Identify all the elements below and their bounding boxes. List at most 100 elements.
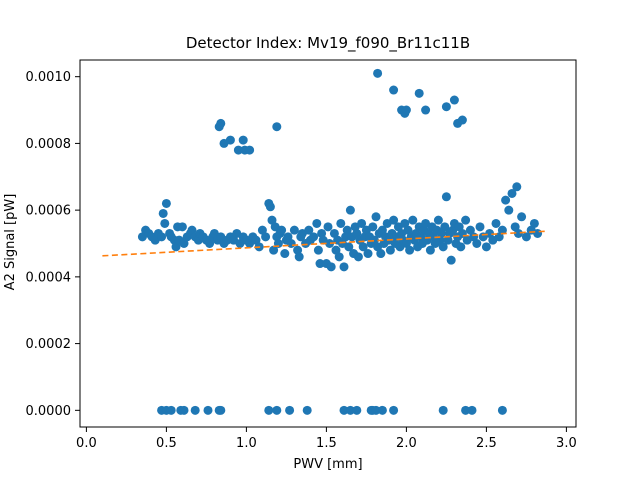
data-point <box>179 405 189 415</box>
data-point <box>294 252 304 262</box>
data-point <box>369 235 379 245</box>
data-point <box>302 405 312 415</box>
data-point <box>283 232 293 242</box>
data-point <box>257 225 267 235</box>
data-point <box>517 212 527 222</box>
data-point <box>449 95 459 105</box>
data-point <box>507 188 517 198</box>
data-point <box>352 228 362 238</box>
data-point <box>238 135 248 145</box>
data-point <box>438 405 448 415</box>
data-point <box>461 215 471 225</box>
data-point <box>269 245 279 255</box>
data-point <box>389 215 399 225</box>
data-point <box>529 218 539 228</box>
data-point <box>371 212 381 222</box>
y-tick-label: 0.0010 <box>26 70 72 85</box>
data-point <box>497 405 507 415</box>
data-point <box>441 102 451 112</box>
data-point <box>401 239 411 248</box>
data-point <box>286 239 296 248</box>
y-tick-label: 0.0006 <box>26 204 72 219</box>
x-tick-label: 2.0 <box>396 436 417 451</box>
data-point <box>512 182 522 192</box>
data-point <box>414 88 424 98</box>
data-point <box>454 222 464 232</box>
data-point <box>377 225 387 235</box>
data-point <box>272 405 282 415</box>
data-point <box>160 218 170 228</box>
data-point <box>353 252 363 262</box>
data-point <box>376 249 386 259</box>
y-tick-label: 0.0008 <box>26 137 72 152</box>
x-tick-label: 1.0 <box>236 436 257 451</box>
data-point <box>323 222 333 232</box>
data-point <box>433 215 443 225</box>
x-axis-label: PWV [mm] <box>293 457 362 472</box>
data-point <box>304 225 314 235</box>
data-point <box>345 205 355 215</box>
data-point <box>203 405 213 415</box>
data-point <box>465 225 475 235</box>
data-point <box>440 222 450 232</box>
data-point <box>461 405 471 415</box>
y-axis-label: A2 Signal [pW] <box>3 194 18 291</box>
data-point <box>157 232 167 242</box>
y-tick-label: 0.0002 <box>26 337 72 352</box>
data-point <box>264 405 274 415</box>
data-point <box>373 68 383 78</box>
data-point <box>491 218 501 228</box>
data-point <box>261 232 271 242</box>
data-point <box>336 218 346 228</box>
data-point <box>345 405 355 415</box>
data-point <box>389 405 399 415</box>
data-point <box>344 242 354 252</box>
data-point <box>187 225 197 235</box>
data-point <box>438 242 448 252</box>
data-point <box>405 245 415 255</box>
data-point <box>403 225 413 235</box>
data-point <box>265 202 275 212</box>
data-point <box>166 405 176 415</box>
data-point <box>421 105 431 115</box>
data-point <box>334 252 344 262</box>
data-point <box>158 208 168 218</box>
data-point <box>446 255 456 265</box>
data-point <box>513 228 523 238</box>
data-point <box>190 405 200 415</box>
data-point <box>315 259 325 269</box>
x-tick-label: 1.5 <box>316 436 337 451</box>
data-point <box>251 235 261 245</box>
fit-line <box>102 230 548 257</box>
data-point <box>357 218 367 228</box>
data-point <box>437 228 447 238</box>
data-point <box>177 222 187 232</box>
data-point <box>277 225 287 235</box>
data-point <box>313 245 323 255</box>
data-point <box>401 105 411 115</box>
data-point <box>161 198 171 208</box>
data-point <box>510 222 520 232</box>
data-point <box>371 405 381 415</box>
data-point <box>309 232 319 242</box>
data-point <box>216 405 226 415</box>
data-point <box>408 215 418 225</box>
data-point <box>329 228 339 238</box>
data-point <box>171 242 181 252</box>
data-point <box>179 239 189 248</box>
data-point <box>521 232 531 242</box>
data-point <box>457 115 467 125</box>
plot-area: 0.0 0.5 1.0 1.5 2.0 2.5 3.0 0.0000 0.0002 0.0004 0… <box>26 59 577 451</box>
data-point <box>504 205 514 215</box>
data-point <box>285 405 295 415</box>
data-point <box>363 249 373 259</box>
data-point <box>214 122 224 132</box>
axes-frame <box>79 59 577 428</box>
x-tick-label: 0.5 <box>156 436 177 451</box>
data-point <box>331 245 341 255</box>
data-point <box>472 239 482 248</box>
data-point <box>245 145 255 155</box>
data-point <box>389 85 399 95</box>
data-point <box>325 239 335 248</box>
